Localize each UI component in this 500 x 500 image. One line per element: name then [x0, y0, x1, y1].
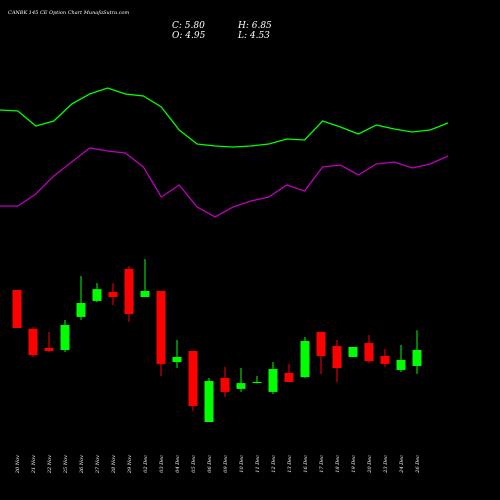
x-tick-label: 20 Nov	[15, 455, 21, 474]
chart-title: CANBK 145 CE Option Chart MunafaSutra.co…	[8, 10, 130, 16]
candle-body	[12, 290, 22, 329]
candle-body	[28, 328, 38, 356]
x-tick-label: 04 Dec	[175, 455, 181, 473]
x-tick-label: 22 Nov	[47, 455, 53, 474]
x-tick-label: 16 Dec	[303, 455, 309, 473]
candle-body	[188, 350, 198, 407]
candle-body	[204, 381, 214, 422]
candle-body	[332, 346, 342, 369]
x-tick-label: 20 Dec	[367, 455, 373, 474]
candle-body	[92, 289, 102, 301]
candle-body	[108, 291, 118, 297]
x-tick-label: 21 Nov	[31, 455, 37, 474]
x-tick-label: 26 Dec	[415, 455, 421, 474]
candle-body	[220, 378, 230, 392]
candle-body	[300, 340, 310, 378]
ohlc-label: O: 4.95	[172, 31, 206, 41]
candle-body	[60, 325, 70, 350]
candle-body	[124, 268, 134, 315]
indicator-line	[0, 147, 449, 218]
candle-body	[412, 350, 422, 366]
x-tick-label: 09 Dec	[223, 455, 229, 473]
x-tick-label: 29 Nov	[127, 455, 133, 474]
candle-body	[236, 383, 246, 389]
x-tick-label: 28 Nov	[111, 455, 117, 474]
x-tick-label: 10 Dec	[239, 455, 245, 473]
ohlc-label: L: 4.53	[237, 31, 270, 41]
x-tick-label: 19 Dec	[351, 455, 357, 473]
x-tick-label: 03 Dec	[159, 455, 165, 473]
candle-body	[284, 372, 294, 382]
x-tick-label: 25 Nov	[63, 455, 69, 474]
x-tick-label: 23 Dec	[383, 455, 389, 474]
x-tick-label: 05 Dec	[191, 455, 197, 473]
candle-body	[76, 303, 86, 317]
x-tick-label: 11 Dec	[255, 455, 261, 473]
candle-body	[156, 290, 166, 364]
x-tick-label: 24 Dec	[399, 455, 405, 474]
candle-body	[316, 331, 326, 357]
candle-body	[268, 368, 278, 392]
candle-body	[172, 356, 182, 363]
candle-body	[140, 290, 150, 297]
x-tick-label: 26 Nov	[79, 455, 85, 474]
candle-body	[252, 381, 262, 384]
candle-body	[364, 343, 374, 362]
x-tick-label: 18 Dec	[335, 455, 341, 473]
ohlc-label: C: 5.80	[172, 21, 205, 31]
x-tick-label: 17 Dec	[319, 455, 325, 473]
x-tick-label: 02 Dec	[143, 455, 149, 473]
x-tick-label: 13 Dec	[287, 455, 293, 473]
candle-body	[44, 347, 54, 351]
ohlc-label: H: 6.85	[237, 21, 272, 31]
x-tick-label: 12 Dec	[271, 455, 277, 473]
candle-body	[348, 346, 358, 357]
indicator-line	[0, 87, 449, 148]
x-tick-label: 06 Dec	[207, 455, 213, 473]
candle-body	[396, 359, 406, 370]
x-tick-label: 27 Nov	[95, 455, 101, 474]
candle-body	[380, 356, 390, 364]
